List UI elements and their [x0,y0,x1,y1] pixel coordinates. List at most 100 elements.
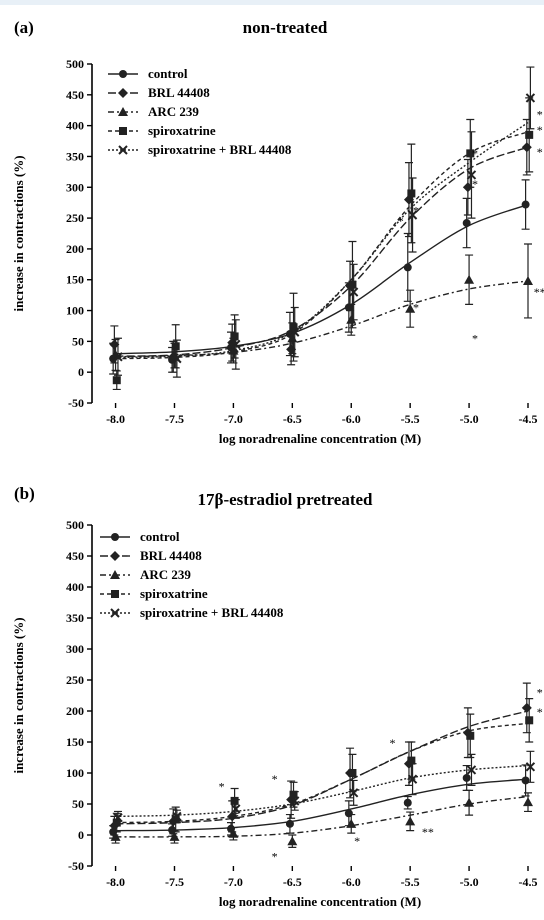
data-point [348,280,357,289]
y-tick-label: 50 [72,797,84,811]
y-tick-label: 450 [66,549,84,563]
y-tick-label: 150 [66,735,84,749]
fit-curve [115,795,529,838]
y-tick-label: 100 [66,304,84,318]
significance-marker: * [389,736,395,750]
significance-marker: * [472,177,478,191]
y-tick-label: 0 [78,365,84,379]
significance-marker: ** [422,825,434,839]
data-point [525,716,534,725]
legend-label: BRL 44408 [148,85,210,100]
legend-marker [111,533,119,541]
x-tick-label: -6.5 [283,412,302,426]
y-tick-label: 500 [66,518,84,532]
data-point [348,788,359,798]
legend: control BRL 44408 ARC 239 spiroxatrine spiro… [108,66,292,157]
legend-label: spiroxatrine [140,586,208,601]
y-axis-label: increase in contractions (%) [11,617,26,773]
significance-marker: * [219,780,225,794]
data-point [113,812,123,823]
y-tick-label: 250 [66,673,84,687]
data-point [464,274,475,284]
x-tick-label: -4.5 [519,412,538,426]
y-tick-label: 350 [66,149,84,163]
legend-marker [119,70,127,78]
legend-marker [110,608,120,618]
x-tick-label: -6.0 [342,412,361,426]
data-point [403,263,412,272]
series-brl-44408 [109,118,532,373]
data-point [110,831,121,841]
data-point [523,275,533,285]
data-point [521,776,530,785]
x-tick-label: -7.5 [165,875,184,889]
significance-marker: * [354,834,360,848]
fit-curve [115,146,529,357]
fit-curve [115,764,529,818]
data-point [109,339,120,350]
x-tick-label: -5.0 [460,875,479,889]
series-spiroxatrine-brl-44408 [113,66,536,378]
data-point [169,831,180,841]
y-tick-label: 150 [66,273,84,287]
data-point [403,798,412,807]
data-point [466,170,477,180]
fit-curve [115,778,529,832]
data-point [525,130,534,139]
data-point [405,816,416,826]
data-point [348,769,357,777]
data-point [113,352,123,362]
data-point [407,189,416,198]
data-point [287,836,298,846]
y-tick-label: 500 [66,57,84,71]
significance-marker: * [272,772,278,786]
y-tick-label: 200 [66,242,84,256]
x-tick-label: -6.5 [283,875,302,889]
y-tick-label: 250 [66,211,84,225]
data-point [112,818,121,827]
y-tick-label: 350 [66,611,84,625]
x-tick-label: -8.0 [106,412,125,426]
x-tick-label: -5.5 [401,412,420,426]
x-tick-label: -7.0 [224,412,243,426]
legend-marker [111,590,119,598]
series-brl-44408 [109,682,532,836]
data-point [289,323,298,332]
y-tick-label: 400 [66,119,84,133]
top-strip [0,0,544,5]
legend-label: control [140,529,180,544]
significance-marker: * [537,123,543,137]
panel-a-title: non-treated [242,18,328,37]
y-tick-label: 200 [66,704,84,718]
significance-marker: * [537,685,543,699]
data-point [407,756,416,765]
data-point [405,303,416,313]
legend-label: spiroxatrine [148,123,216,138]
panel-b-title: 17β-estradiol pretreated [197,490,373,509]
data-point [290,327,300,337]
x-tick-label: -6.0 [342,875,361,889]
series-control [109,764,530,839]
data-point [290,796,300,806]
fit-curve [115,710,529,825]
series-arc-239 [110,243,533,371]
legend-marker [118,107,128,116]
data-point [231,804,241,814]
series-spiroxatrine [112,698,534,833]
significance-marker: * [472,331,478,345]
legend-marker [110,551,120,561]
legend-label: spiroxatrine + BRL 44408 [140,605,284,620]
significance-marker: * [537,145,543,159]
chart-b: -50 0 50 100 150 200 250 300 350 400 450 500 -8.0 -7.… [11,518,543,909]
legend-label: ARC 239 [140,567,191,582]
data-point [466,149,475,158]
data-point [227,811,238,822]
x-tick-label: -7.5 [165,412,184,426]
data-point [230,332,239,341]
y-tick-label: 400 [66,580,84,594]
data-point [407,210,418,220]
data-point [407,774,418,784]
panel-b-label: (b) [14,484,35,503]
data-point [525,762,536,772]
fit-curve [115,722,529,824]
